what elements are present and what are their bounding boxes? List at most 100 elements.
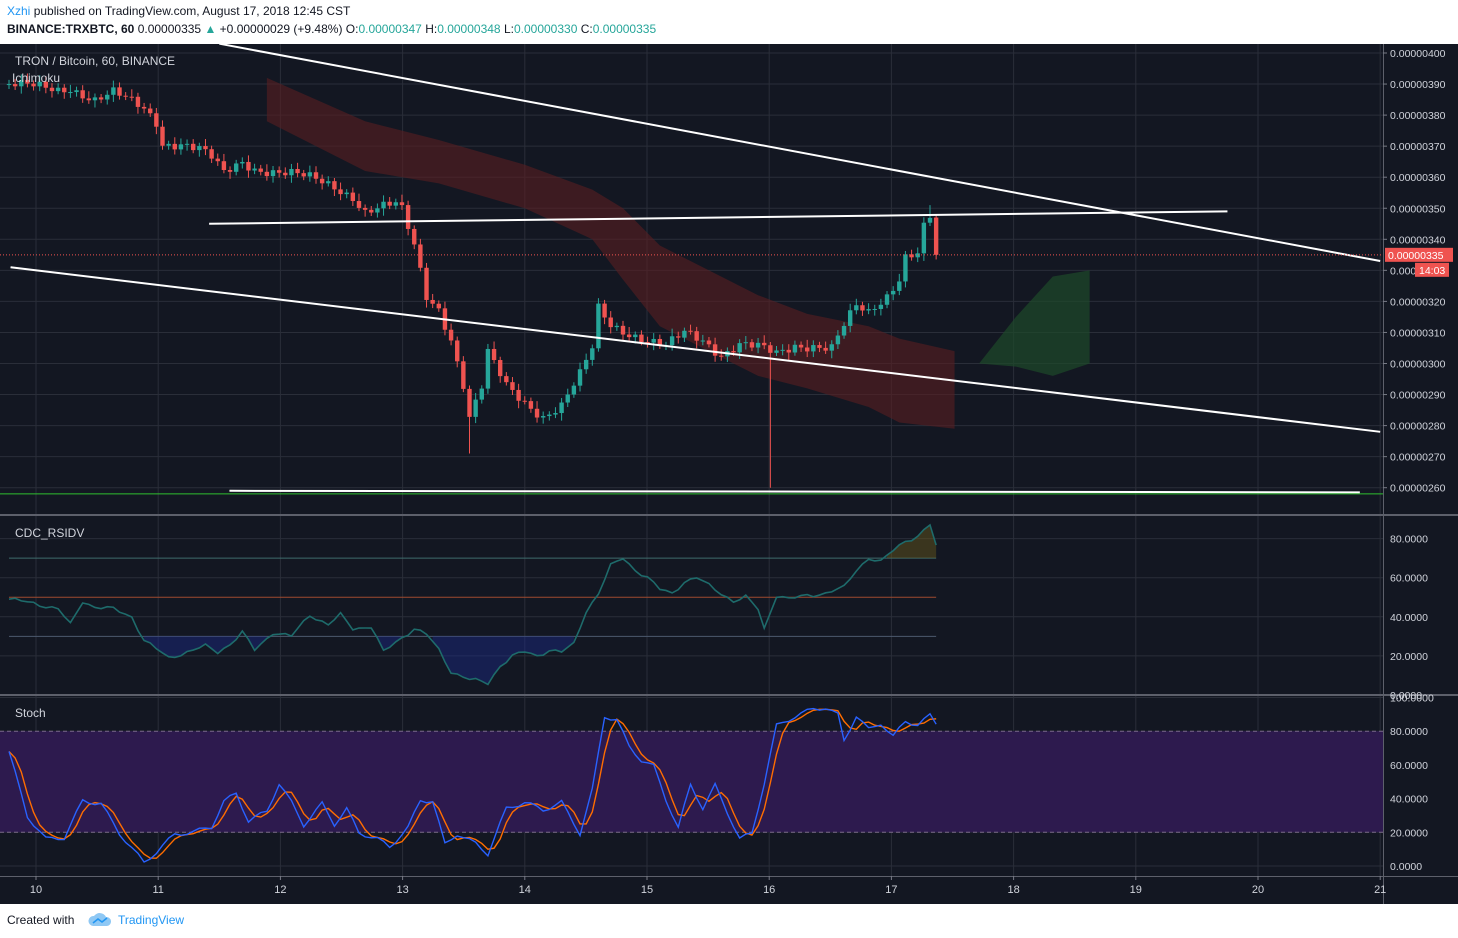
candle bbox=[160, 120, 165, 150]
candle bbox=[399, 194, 405, 210]
candle bbox=[571, 382, 577, 398]
stoch-tick-label: 20.0000 bbox=[1390, 827, 1428, 839]
ichimoku-cloud bbox=[266, 77, 1090, 429]
candle-body bbox=[921, 222, 927, 254]
price-tick-label: 0.00000370 bbox=[1390, 141, 1446, 153]
rsi-pane-title[interactable]: CDC_RSIDV bbox=[15, 526, 84, 540]
candle-body bbox=[418, 244, 423, 268]
candle bbox=[903, 250, 908, 288]
candle-body bbox=[68, 92, 73, 94]
candle bbox=[565, 388, 570, 408]
candle-body bbox=[577, 369, 583, 386]
candle bbox=[393, 198, 399, 210]
stoch-d-line bbox=[8, 708, 937, 859]
candle bbox=[602, 299, 607, 325]
candle bbox=[209, 145, 214, 163]
candle bbox=[203, 139, 208, 156]
candle-body bbox=[731, 351, 736, 353]
candle bbox=[719, 349, 724, 361]
candle bbox=[154, 107, 159, 135]
candle bbox=[12, 79, 18, 90]
price-tick-label: 0.00000380 bbox=[1390, 110, 1446, 122]
candle-body bbox=[350, 192, 356, 202]
candle-body bbox=[467, 388, 472, 417]
candle bbox=[547, 411, 552, 421]
candle bbox=[111, 80, 116, 102]
pane-dividers[interactable] bbox=[0, 514, 1458, 877]
candle-body bbox=[712, 344, 718, 356]
time-axis[interactable]: 10 11 12 13 14 15 16 17 18 19 20 21 bbox=[30, 876, 1386, 896]
price-tick-label: 0.00000270 bbox=[1390, 452, 1446, 464]
candle-body bbox=[583, 359, 589, 370]
published-text: published on TradingView.com, August 17,… bbox=[33, 4, 351, 18]
low-value: 0.00000330 bbox=[513, 22, 578, 36]
candle bbox=[890, 286, 896, 301]
candle-body bbox=[203, 146, 208, 150]
candle bbox=[626, 327, 632, 341]
candle-body bbox=[927, 217, 933, 223]
time-tick-label-17: 17 bbox=[885, 884, 897, 896]
last-price: 0.00000335 bbox=[137, 22, 202, 36]
time-tick-label-10: 10 bbox=[30, 884, 42, 896]
candle bbox=[485, 343, 491, 394]
time-tick-label-20: 20 bbox=[1252, 884, 1264, 896]
author-link[interactable]: Xzhi bbox=[7, 4, 31, 18]
time-tick-label-15: 15 bbox=[641, 884, 653, 896]
candle bbox=[412, 225, 417, 250]
price-tick-label: 0.00000280 bbox=[1390, 421, 1446, 433]
price-tick-label: 0.00000260 bbox=[1390, 483, 1446, 495]
candle-body bbox=[141, 106, 147, 109]
candle bbox=[332, 178, 337, 197]
candle bbox=[866, 303, 871, 315]
candle-body bbox=[817, 345, 822, 348]
candle-body bbox=[92, 97, 98, 101]
candle-body bbox=[381, 201, 386, 209]
candle bbox=[178, 138, 184, 155]
candle bbox=[338, 182, 343, 201]
candle-body bbox=[135, 96, 141, 107]
price-tick-label: 0.00000300 bbox=[1390, 359, 1446, 371]
price-axis[interactable]: 0.00000400 0.00000390 0.00000380 0.00000370… bbox=[1383, 44, 1453, 904]
candle-body bbox=[798, 344, 804, 348]
candle-body bbox=[522, 400, 527, 402]
stoch-pane-title[interactable]: Stoch bbox=[15, 706, 46, 720]
candle bbox=[31, 80, 36, 91]
stoch-tick-label: 100.0000 bbox=[1390, 693, 1434, 705]
candle-body bbox=[74, 90, 79, 93]
candle-body bbox=[479, 388, 484, 400]
candle-body bbox=[160, 126, 165, 146]
candle bbox=[774, 345, 779, 356]
candle-body bbox=[633, 334, 638, 338]
trend-line-4[interactable] bbox=[229, 489, 1360, 494]
candle-body bbox=[626, 334, 632, 338]
time-tick-label-13: 13 bbox=[396, 884, 408, 896]
trend-line-3[interactable] bbox=[10, 266, 1381, 433]
price-tick-label: 0.00000390 bbox=[1390, 79, 1446, 91]
candle bbox=[74, 86, 79, 97]
trend-line-2[interactable] bbox=[209, 210, 1228, 225]
candle bbox=[258, 164, 263, 176]
candle bbox=[307, 165, 313, 182]
candle-body bbox=[786, 349, 791, 353]
cloud-bearish bbox=[266, 77, 955, 429]
trend-line-1[interactable] bbox=[219, 44, 1381, 263]
candle bbox=[694, 326, 699, 349]
candle bbox=[872, 304, 877, 316]
last-price-tag[interactable] bbox=[1385, 247, 1453, 262]
candle-body bbox=[491, 348, 497, 361]
ichimoku-label[interactable]: Ichimoku bbox=[12, 71, 60, 85]
candle-body bbox=[326, 181, 331, 184]
candle-body bbox=[651, 338, 656, 343]
candle bbox=[596, 298, 601, 352]
candle-body bbox=[749, 342, 755, 348]
candle bbox=[467, 385, 472, 454]
candle bbox=[780, 344, 785, 356]
trend-lines[interactable] bbox=[0, 44, 1383, 495]
candle-body bbox=[129, 96, 134, 98]
time-tick-label-21: 21 bbox=[1374, 884, 1386, 896]
price-tick-label: 0.00000350 bbox=[1390, 203, 1446, 215]
chart-canvas[interactable]: 0.00000400 0.00000390 0.00000380 0.00000370… bbox=[0, 44, 1458, 904]
candle-body bbox=[890, 290, 896, 295]
candle-body bbox=[233, 163, 239, 172]
tradingview-link[interactable]: TradingView bbox=[118, 913, 185, 927]
